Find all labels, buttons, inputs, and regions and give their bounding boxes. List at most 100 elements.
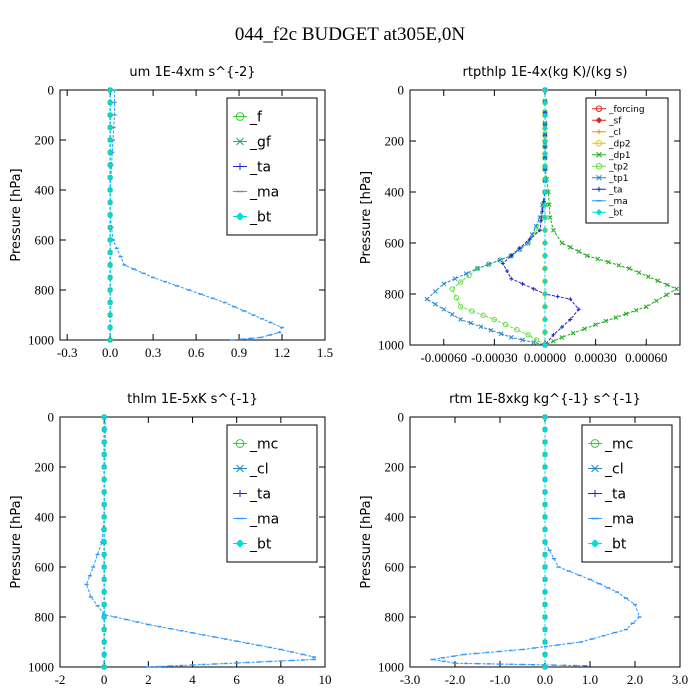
legend-marker <box>596 186 602 192</box>
data-point <box>542 464 548 470</box>
panel-title: um 1E-4xm s^{-2} <box>129 65 255 80</box>
data-point <box>527 237 532 242</box>
data-point <box>441 306 447 312</box>
data-point <box>542 151 548 157</box>
chart-panel-1: um 1E-4xm s^{-2} Pressure [hPa] 0 200 400 600… <box>9 65 333 360</box>
data-point <box>107 149 113 156</box>
data-point <box>107 87 113 93</box>
data-point <box>525 332 531 338</box>
data-point <box>101 539 107 545</box>
x-tick-label: 4 <box>189 672 196 687</box>
data-point <box>101 564 107 570</box>
legend-item-ta: _ta <box>588 486 626 502</box>
data-point <box>674 286 679 292</box>
legend-item-ta: _ta <box>233 159 271 175</box>
legend-label: _tp2 <box>608 162 628 172</box>
data-point <box>107 262 113 268</box>
data-point <box>542 564 548 570</box>
x-tick-label: 2 <box>145 672 152 687</box>
legend-label: _tp1 <box>608 174 628 184</box>
data-point <box>107 249 113 256</box>
legend-marker <box>236 137 244 146</box>
data-point <box>491 316 498 323</box>
data-point <box>101 464 107 470</box>
x-tick-label: 0.6 <box>188 345 205 360</box>
data-point <box>107 299 113 306</box>
x-tick-label: -3.0 <box>400 672 421 687</box>
legend: _mc _cl _ta _ma _bt <box>581 424 673 563</box>
data-point <box>542 489 548 495</box>
legend-marker <box>235 539 245 548</box>
y-tick-label: 400 <box>35 183 55 198</box>
chart-panel-3: thlm 1E-5xK s^{-1} Pressure [hPa] 0 200 400 6… <box>9 392 332 687</box>
x-tick-label: 0.9 <box>231 345 247 360</box>
data-point <box>559 334 565 340</box>
series-bt <box>542 414 548 670</box>
x-tick-label: 1.0 <box>582 672 598 687</box>
data-point <box>542 426 548 433</box>
data-point <box>664 292 669 298</box>
legend-label: _dp2 <box>608 139 631 149</box>
x-tick-label: 0.3 <box>145 345 161 360</box>
legend-marker <box>590 539 600 548</box>
data-point <box>542 265 548 272</box>
data-point <box>542 664 548 670</box>
data-point <box>508 253 514 259</box>
data-point <box>101 614 107 620</box>
data-point <box>542 526 548 533</box>
data-point <box>497 257 503 263</box>
data-point <box>542 514 548 520</box>
legend-item-dp2: _dp2 <box>592 139 631 149</box>
legend-label: _mc <box>604 436 633 452</box>
legend-item-mc: _mc <box>588 436 633 452</box>
data-point <box>453 295 460 301</box>
legend-item-ta: _ta <box>233 486 271 502</box>
x-tick-label: 0.00060 <box>625 350 667 365</box>
legend-marker <box>235 439 245 448</box>
data-point <box>107 199 113 206</box>
data-point <box>432 301 438 307</box>
data-point <box>593 322 598 327</box>
legend-label: _bt <box>249 536 272 552</box>
data-point <box>616 262 622 268</box>
data-point <box>107 212 113 218</box>
y-tick-label: 1000 <box>378 338 404 353</box>
data-point <box>542 601 548 608</box>
data-point <box>500 261 505 266</box>
data-point <box>559 240 565 246</box>
x-tick-label: -0.00060 <box>420 350 467 365</box>
legend-item-f: _f <box>233 109 263 125</box>
data-point <box>466 272 472 278</box>
legend-marker <box>596 174 602 181</box>
x-tick-label: 8 <box>278 672 285 687</box>
data-point <box>107 124 113 131</box>
data-point <box>457 279 464 285</box>
data-point <box>107 187 113 193</box>
legend-item-cl: _cl <box>588 461 624 477</box>
y-tick-label: 600 <box>35 233 55 248</box>
legend-item-tp2: _tp2 <box>592 162 628 172</box>
legend-marker <box>236 464 244 473</box>
legend-item-gf: _gf <box>233 134 272 150</box>
data-point <box>603 318 609 324</box>
legend-label: _bt <box>249 209 272 225</box>
x-tick-label: 3.0 <box>672 672 688 687</box>
data-point <box>627 266 632 271</box>
data-point <box>540 209 545 214</box>
y-axis-label: Pressure [hPa] <box>9 168 24 261</box>
data-point <box>101 501 107 508</box>
legend-label: _forcing <box>608 105 645 115</box>
data-point <box>582 326 587 332</box>
data-point <box>533 223 539 229</box>
data-point <box>542 476 548 483</box>
data-point <box>509 276 514 281</box>
data-point <box>107 137 113 143</box>
legend-item-bt: _bt <box>588 536 627 552</box>
y-tick-label: 400 <box>385 510 405 525</box>
data-point <box>542 138 548 144</box>
data-point <box>595 256 601 262</box>
legend-marker <box>591 464 599 473</box>
data-point <box>107 99 113 106</box>
legend-label: _mc <box>249 436 278 452</box>
legend-label: _bt <box>604 536 627 552</box>
